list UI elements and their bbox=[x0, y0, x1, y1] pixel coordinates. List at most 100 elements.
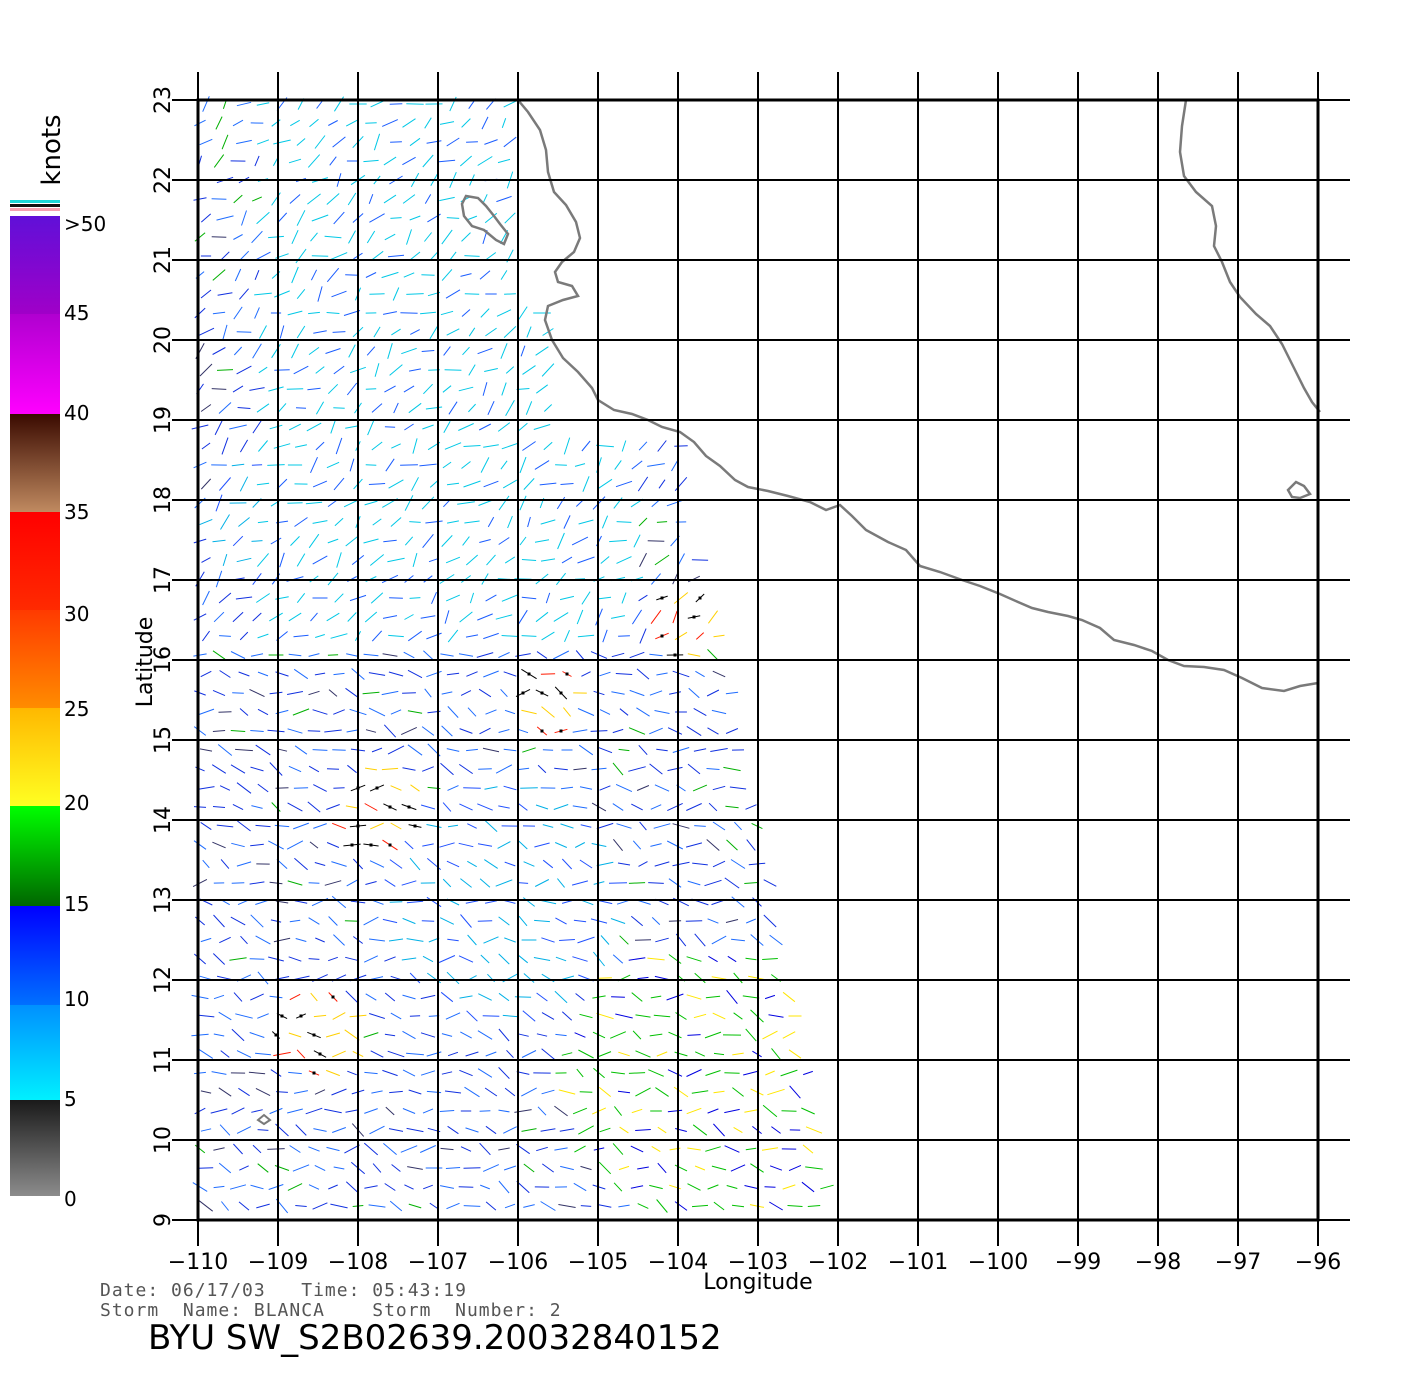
colorbar-label-5: 5 bbox=[64, 1087, 77, 1111]
wind-vector bbox=[731, 1204, 745, 1208]
wind-vector bbox=[500, 688, 508, 698]
wind-vector bbox=[404, 536, 414, 546]
wind-vector bbox=[507, 515, 513, 529]
wind-vector bbox=[404, 840, 414, 850]
lon-tick-label: −110 bbox=[168, 1250, 228, 1275]
wind-vector bbox=[537, 1106, 547, 1116]
wind-vector bbox=[239, 476, 249, 492]
lat-tick-label: 11 bbox=[151, 1046, 176, 1074]
wind-vector bbox=[710, 748, 728, 752]
wind-vector bbox=[563, 515, 571, 529]
wind-vector bbox=[422, 1108, 434, 1114]
wind-vector bbox=[635, 1050, 651, 1058]
wind-vector bbox=[252, 1144, 262, 1154]
wind-vector bbox=[328, 916, 338, 926]
wind-vector bbox=[330, 633, 348, 639]
wind-vector bbox=[345, 425, 359, 429]
wind-vector bbox=[306, 422, 322, 432]
wind-vector bbox=[559, 595, 575, 601]
wind-vector bbox=[347, 612, 357, 622]
wind-vector bbox=[805, 1166, 823, 1170]
wind-vector bbox=[368, 483, 386, 485]
wind-vector bbox=[296, 288, 306, 300]
wind-vector bbox=[479, 878, 491, 888]
wind-vector bbox=[686, 956, 702, 962]
wind-vector bbox=[365, 729, 377, 733]
wind-vector bbox=[599, 785, 611, 791]
colorbar-label-25: 25 bbox=[64, 697, 89, 721]
wind-vector bbox=[481, 116, 489, 130]
wind-vector bbox=[212, 689, 226, 697]
wind-vector bbox=[500, 270, 508, 280]
wind-vector bbox=[521, 1050, 537, 1058]
wind-vector bbox=[618, 1204, 630, 1208]
rain-flag-dot bbox=[521, 691, 525, 695]
wind-vector bbox=[251, 230, 263, 244]
wind-vector bbox=[447, 706, 459, 718]
wind-vector bbox=[650, 804, 662, 810]
wind-vector bbox=[370, 592, 384, 604]
wind-vector bbox=[504, 212, 516, 224]
wind-vector bbox=[763, 914, 777, 928]
colorbar-label-35: 35 bbox=[64, 500, 89, 524]
wind-vector bbox=[610, 1031, 626, 1039]
wind-vector bbox=[504, 709, 516, 715]
wind-vector bbox=[365, 272, 377, 278]
wind-vector bbox=[768, 1014, 784, 1018]
wind-vector bbox=[257, 520, 269, 524]
wind-vector bbox=[560, 483, 574, 485]
wind-vector bbox=[503, 136, 517, 148]
wind-vector bbox=[315, 441, 325, 451]
wind-vector bbox=[363, 916, 379, 926]
plot-frame bbox=[196, 98, 1320, 1222]
wind-vector bbox=[458, 386, 474, 392]
wind-vector bbox=[333, 477, 345, 491]
wind-vector bbox=[762, 1030, 778, 1040]
wind-vector bbox=[441, 1033, 453, 1037]
wind-vector bbox=[521, 596, 537, 600]
wind-vector bbox=[191, 424, 209, 430]
rain-flag-dot bbox=[407, 805, 411, 809]
wind-vector bbox=[365, 767, 377, 771]
wind-vector bbox=[731, 938, 745, 942]
wind-vector bbox=[446, 482, 460, 486]
wind-vector bbox=[630, 915, 644, 927]
wind-vector bbox=[525, 401, 533, 415]
wind-vector bbox=[315, 366, 325, 374]
wind-vector bbox=[558, 1089, 576, 1095]
date-time-line: Date: 06/17/03 Time: 05:43:19 bbox=[100, 1280, 467, 1301]
wind-vector bbox=[466, 748, 478, 752]
wind-vector bbox=[402, 1069, 416, 1077]
wind-vector bbox=[230, 916, 246, 926]
wind-vector bbox=[732, 1052, 744, 1056]
wind-vector bbox=[446, 594, 460, 602]
wind-vector bbox=[534, 842, 550, 848]
wind-vector bbox=[239, 631, 249, 641]
wind-vector bbox=[495, 879, 513, 887]
wind-vector bbox=[218, 1087, 232, 1097]
lat-tick-label: 12 bbox=[151, 966, 176, 994]
wind-vector bbox=[216, 215, 234, 221]
wind-vector bbox=[651, 917, 661, 925]
wind-vector bbox=[363, 955, 379, 963]
colorbar-band-5-10 bbox=[10, 1005, 60, 1100]
wind-vector bbox=[543, 441, 553, 451]
wind-vector bbox=[250, 730, 264, 732]
wind-vector bbox=[496, 309, 512, 317]
wind-vector bbox=[402, 994, 416, 1000]
wind-vector bbox=[500, 343, 508, 359]
wind-vector bbox=[345, 990, 359, 1004]
wind-vector bbox=[484, 786, 498, 790]
wind-vector bbox=[616, 823, 632, 829]
colorbar-cap-pink bbox=[10, 208, 60, 211]
wind-vector bbox=[522, 747, 536, 753]
wind-vector bbox=[479, 1142, 491, 1156]
wind-vector bbox=[517, 728, 529, 734]
wind-vector bbox=[314, 135, 326, 149]
wind-vector bbox=[460, 273, 472, 277]
wind-vector bbox=[761, 1147, 779, 1151]
wind-vector bbox=[495, 764, 513, 774]
wind-vector bbox=[461, 309, 471, 317]
wind-vector bbox=[326, 312, 340, 314]
wind-vector bbox=[296, 553, 306, 567]
